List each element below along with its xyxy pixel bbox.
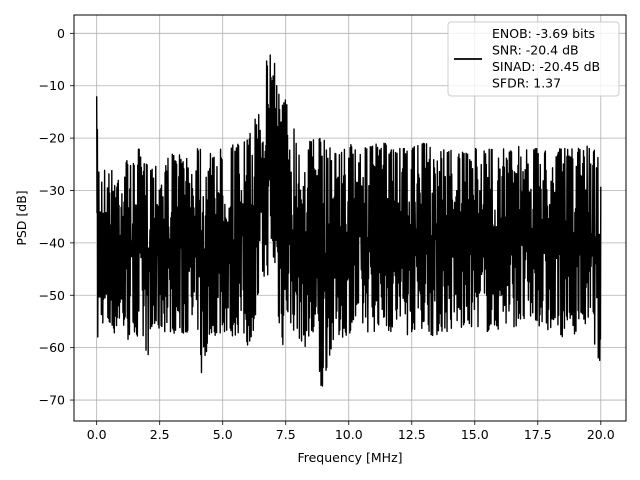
psd-trace-0 (95, 54, 602, 387)
x-tick-label-1: 2.5 (150, 427, 170, 442)
y-tick-label-4: −40 (39, 235, 65, 250)
legend-entry-sfdr: SFDR: 1.37 (492, 76, 561, 91)
legend-box (447, 21, 620, 97)
x-axis-ticks: 0.0 2.5 5.0 7.5 10.0 12.5 15.0 17.5 20.0 (87, 421, 615, 442)
y-tick-label-5: −50 (39, 288, 65, 303)
x-axis-label: Frequency [MHz] (297, 450, 402, 465)
y-axis-label: PSD [dB] (14, 190, 29, 245)
x-tick-label-6: 15.0 (461, 427, 489, 442)
y-axis-ticks: 0 −10 −20 −30 −40 −50 −60 −70 (39, 26, 74, 408)
x-tick-label-4: 10.0 (335, 427, 363, 442)
x-tick-label-0: 0.0 (87, 427, 107, 442)
x-tick-label-7: 17.5 (524, 427, 552, 442)
legend: ENOB: -3.69 bits SNR: -20.4 dB SINAD: -2… (447, 21, 620, 97)
legend-entry-sinad: SINAD: -20.45 dB (492, 59, 600, 74)
x-tick-label-5: 12.5 (398, 427, 426, 442)
y-tick-label-0: 0 (57, 26, 65, 41)
y-tick-label-7: −70 (39, 393, 65, 408)
x-tick-label-8: 20.0 (587, 427, 615, 442)
x-tick-label-2: 5.0 (213, 427, 233, 442)
y-tick-label-3: −30 (39, 183, 65, 198)
y-tick-label-2: −20 (39, 131, 65, 146)
x-tick-label-3: 7.5 (276, 427, 296, 442)
legend-entry-enob: ENOB: -3.69 bits (492, 26, 595, 41)
y-tick-label-6: −60 (39, 340, 65, 355)
legend-entry-snr: SNR: -20.4 dB (492, 43, 579, 58)
y-tick-label-1: −10 (39, 78, 65, 93)
plot-frame (73, 14, 627, 422)
psd-series (95, 54, 602, 387)
